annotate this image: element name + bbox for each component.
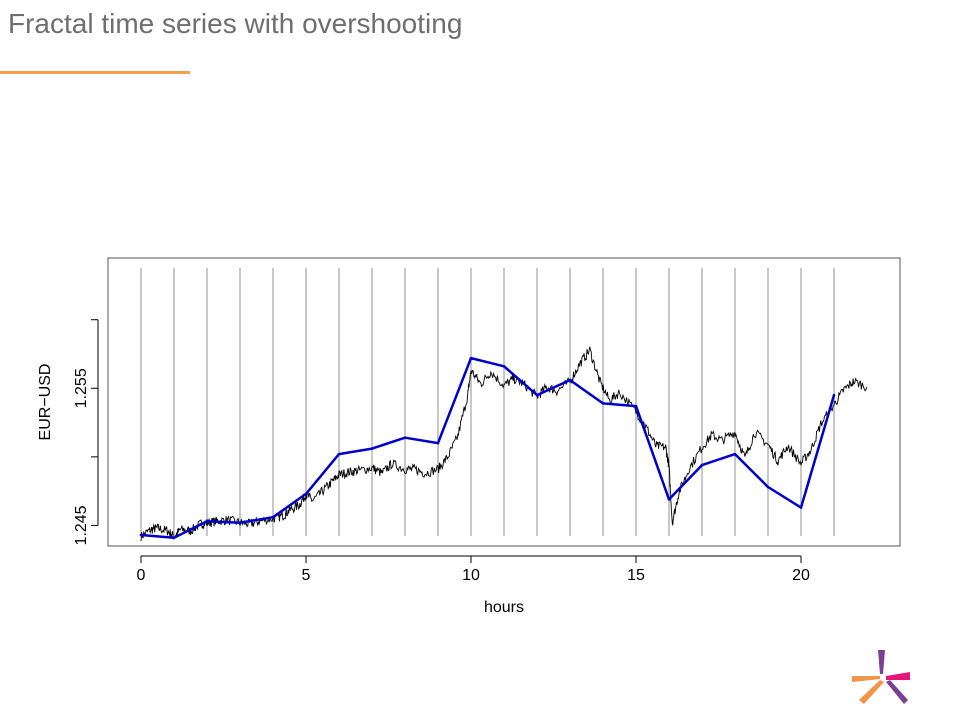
star-logo-icon [852,650,910,704]
x-tick-label: 0 [137,567,146,584]
overshoot-point [337,452,341,456]
y-tick-label: 1.245 [73,505,90,545]
y-tick-label: 1.255 [73,368,90,408]
x-tick-label: 10 [462,567,480,584]
x-tick-label: 5 [302,567,311,584]
overshoot-point [304,492,308,496]
overshoot-point [469,356,473,360]
logo-stroke-purple-2 [886,680,908,704]
overshoot-point [667,498,671,501]
overshoot-point [799,506,803,509]
overshoot-point [733,452,737,456]
overshoot-point [601,402,605,405]
logo-stroke-purple [878,650,885,674]
overshoot-point [271,515,275,519]
overshoot-point [403,436,407,439]
logo-stroke-orange-2 [859,680,884,704]
x-tick-label: 20 [792,567,810,584]
overshoot-point [766,485,770,489]
x-tick-label: 15 [627,567,645,584]
slide-title: Fractal time series with overshooting [8,8,463,39]
plot-frame [107,257,901,547]
overshoot-point [832,393,836,397]
y-axis-title: EUR−USD [37,364,54,441]
overshoot-point [535,393,539,397]
x-axis-title: hours [484,599,524,616]
overshoot-point [502,365,506,368]
title-underline [0,71,190,74]
overshoot-point [139,533,143,537]
overshoot-point [238,521,242,524]
overshoot-point [172,536,176,540]
overshoot-point [568,378,572,382]
overshoot-series-line [140,356,836,540]
logo-stroke-orange [852,676,880,682]
overshoot-point [700,463,704,467]
overshoot-point [370,447,374,450]
overshoot-point [205,520,209,523]
overshoot-point [436,441,440,445]
logo-stroke-pink [886,672,910,680]
overshoot-point [634,404,638,408]
